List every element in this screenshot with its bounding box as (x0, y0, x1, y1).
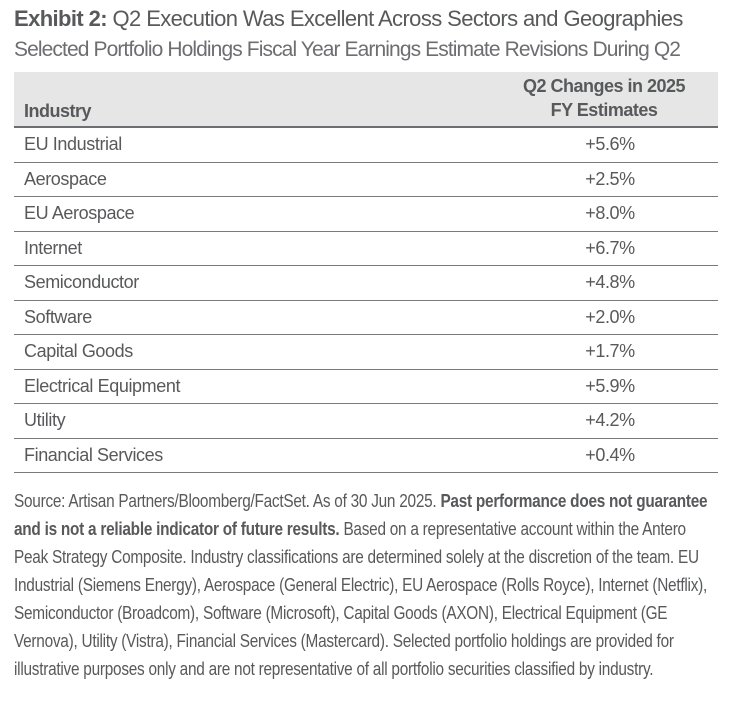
change-cell: +2.0% (585, 306, 635, 327)
header-change: Q2 Changes in 2025 FY Estimates (504, 74, 704, 122)
change-cell: +4.8% (585, 272, 635, 292)
header-change-line1: Q2 Changes in 2025 (522, 76, 686, 96)
table-row: Capital Goods +1.7% (14, 335, 718, 370)
table-row: Aerospace +2.5% (14, 163, 718, 197)
industry-cell: Utility (24, 410, 66, 430)
table-row: Software +2.0% (14, 301, 718, 335)
change-cell: +4.2% (585, 410, 635, 430)
exhibit-title: Exhibit 2: Q2 Execution Was Excellent Ac… (14, 6, 683, 32)
header-change-line2: FY Estimates (550, 100, 658, 120)
table-body: EU Industrial +5.6% Aerospace +2.5% EU Aeros… (14, 128, 718, 473)
exhibit-subtitle: Selected Portfolio Holdings Fiscal Year … (14, 38, 681, 61)
table-row: EU Aerospace +8.0% (14, 197, 718, 232)
industry-cell: EU Aerospace (24, 203, 135, 223)
exhibit-heading: Q2 Execution Was Excellent Across Sector… (112, 6, 684, 31)
change-cell: +0.4% (585, 444, 635, 465)
header-industry: Industry (24, 101, 92, 121)
table-header: Industry Q2 Changes in 2025 FY Estimates (14, 72, 718, 128)
change-cell: +2.5% (585, 168, 635, 189)
change-cell: +5.9% (585, 375, 635, 396)
table-row: Internet +6.7% (14, 232, 718, 266)
footnote: Source: Artisan Partners/Bloomberg/FactS… (14, 487, 711, 683)
change-cell: +8.0% (585, 203, 635, 223)
industry-cell: Aerospace (24, 168, 107, 189)
table-row: Electrical Equipment +5.9% (14, 370, 718, 404)
table-row: Financial Services +0.4% (14, 439, 718, 473)
table-row: Utility +4.2% (14, 404, 718, 439)
industry-cell: Software (24, 306, 92, 327)
footnote-body: Based on a representative account within… (14, 518, 708, 679)
industry-cell: Semiconductor (24, 272, 139, 292)
industry-cell: Capital Goods (24, 341, 133, 361)
footnote-source: Source: Artisan Partners/Bloomberg/FactS… (14, 490, 441, 511)
industry-cell: Electrical Equipment (24, 375, 181, 396)
change-cell: +6.7% (585, 237, 635, 258)
footnote-disclaimer: Past performance does not guarantee and … (14, 490, 708, 539)
industry-cell: Financial Services (24, 444, 163, 465)
exhibit-label: Exhibit 2: (14, 6, 108, 31)
table-row: EU Industrial +5.6% (14, 128, 718, 163)
revisions-table: Industry Q2 Changes in 2025 FY Estimates… (14, 72, 718, 473)
change-cell: +5.6% (585, 134, 635, 154)
industry-cell: EU Industrial (24, 134, 122, 154)
change-cell: +1.7% (585, 341, 635, 361)
industry-cell: Internet (24, 237, 82, 258)
table-row: Semiconductor +4.8% (14, 266, 718, 301)
